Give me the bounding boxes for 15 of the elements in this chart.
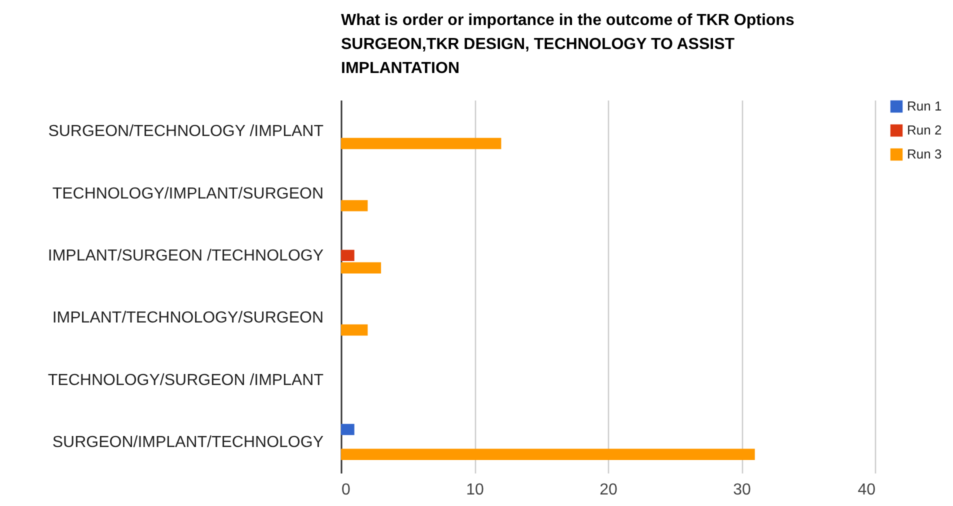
- y-tick-label: IMPLANT/TECHNOLOGY/SURGEON: [52, 310, 324, 327]
- x-tick-label: 10: [466, 482, 484, 498]
- x-tick-label: 40: [858, 482, 876, 498]
- chart-title: What is order or importance in the outcome of TKR Options SURGEON,TKR DESIGN, TECHNOLOGY TO ASSIST IMPLANTATION: [341, 12, 794, 77]
- legend-label: Run 1: [907, 98, 942, 114]
- y-tick-label: SURGEON/IMPLANT/TECHNOLOGY: [52, 434, 324, 451]
- x-tick-label: 20: [600, 482, 618, 498]
- y-tick-label: TECHNOLOGY/IMPLANT/SURGEON: [52, 185, 324, 202]
- x-tick-label: 0: [342, 482, 350, 498]
- legend-label: Run 2: [907, 122, 942, 138]
- y-tick-label: IMPLANT/SURGEON /TECHNOLOGY: [48, 247, 324, 264]
- legend-label: Run 3: [907, 146, 942, 162]
- y-tick-label: TECHNOLOGY/SURGEON /IMPLANT: [48, 372, 324, 389]
- x-tick-label: 30: [733, 482, 751, 498]
- y-tick-label: SURGEON/TECHNOLOGY /IMPLANT: [48, 123, 324, 140]
